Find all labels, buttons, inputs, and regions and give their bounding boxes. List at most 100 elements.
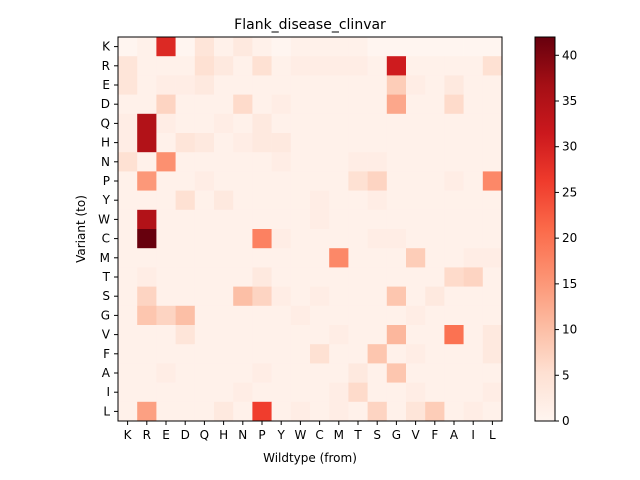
heatmap-cell <box>444 37 464 57</box>
x-tick-label: K <box>124 428 133 442</box>
heatmap-cell <box>348 171 368 191</box>
heatmap-cell <box>310 113 330 134</box>
heatmap-cell <box>214 152 234 172</box>
heatmap-cell <box>406 171 426 191</box>
colorbar-tick-label: 40 <box>562 48 577 62</box>
heatmap-cell <box>444 382 464 403</box>
heatmap-cell <box>482 56 503 76</box>
heatmap-cell <box>348 267 368 287</box>
heatmap-cell <box>118 209 138 230</box>
heatmap-cell <box>425 344 445 364</box>
heatmap-cell <box>310 363 330 383</box>
heatmap-cell <box>175 286 196 307</box>
heatmap-cell <box>329 56 349 76</box>
heatmap-cell <box>137 229 157 249</box>
heatmap-cell <box>194 133 215 153</box>
heatmap-cell <box>425 75 445 95</box>
heatmap-cell <box>194 267 215 287</box>
heatmap-cell <box>425 37 445 57</box>
heatmap-cell <box>214 94 234 115</box>
heatmap-cell <box>118 113 138 134</box>
x-tick-label: P <box>258 428 265 442</box>
heatmap-cell <box>386 75 407 95</box>
heatmap-cell <box>310 75 330 95</box>
heatmap-cell <box>482 171 503 191</box>
heatmap-cell <box>463 363 484 383</box>
heatmap-cell <box>444 248 464 268</box>
heatmap-cell <box>444 363 464 383</box>
y-tick-label: A <box>102 366 111 380</box>
heatmap-cell <box>233 94 253 115</box>
heatmap-cell <box>367 248 388 268</box>
x-tick-label: I <box>471 428 475 442</box>
heatmap-cell <box>214 75 234 95</box>
heatmap-cell <box>233 152 253 172</box>
heatmap-cell <box>271 113 292 134</box>
heatmap-cell <box>214 56 234 76</box>
colorbar-ticks: 0 5 10 15 20 25 30 35 40 <box>555 48 577 428</box>
heatmap-cell <box>406 401 426 422</box>
heatmap-cell <box>271 325 292 345</box>
heatmap-cell <box>175 325 196 345</box>
heatmap-cell <box>406 267 426 287</box>
heatmap-cell <box>482 267 503 287</box>
heatmap-cell <box>386 382 407 403</box>
heatmap-cell <box>329 305 349 326</box>
y-tick-label: M <box>100 251 110 265</box>
heatmap-cell <box>156 113 176 134</box>
heatmap-cell <box>367 325 388 345</box>
heatmap-cell <box>175 75 196 95</box>
colorbar-tick-label: 0 <box>562 414 570 428</box>
heatmap-cell <box>156 382 176 403</box>
heatmap-cell <box>118 267 138 287</box>
heatmap-cell <box>310 401 330 422</box>
y-tick-label: W <box>98 212 110 226</box>
heatmap-cell <box>406 94 426 115</box>
heatmap-cell <box>406 344 426 364</box>
heatmap-cell <box>463 56 484 76</box>
x-tick-label: M <box>334 428 344 442</box>
heatmap-cell <box>310 209 330 230</box>
heatmap-cell <box>271 382 292 403</box>
heatmap-cell <box>386 286 407 307</box>
heatmap-cell <box>348 56 368 76</box>
y-tick-label: I <box>106 385 110 399</box>
heatmap-cell <box>463 152 484 172</box>
heatmap-cell <box>233 325 253 345</box>
heatmap-cell <box>482 363 503 383</box>
heatmap-cell <box>194 171 215 191</box>
heatmap-cell <box>137 94 157 115</box>
heatmap-cell <box>386 190 407 211</box>
heatmap-cell <box>348 401 368 422</box>
heatmap-cell <box>233 382 253 403</box>
heatmap-cell <box>444 56 464 76</box>
heatmap-cell <box>425 248 445 268</box>
heatmap-cell <box>386 325 407 345</box>
heatmap-cell <box>482 229 503 249</box>
heatmap-cell <box>252 133 272 153</box>
heatmap-cell <box>386 152 407 172</box>
heatmap-cell <box>194 190 215 211</box>
heatmap-cell <box>137 401 157 422</box>
heatmap-cell <box>271 401 292 422</box>
heatmap-cell <box>137 344 157 364</box>
heatmap-cell <box>367 209 388 230</box>
heatmap-cell <box>367 267 388 287</box>
heatmap-cell <box>310 248 330 268</box>
heatmap-cell <box>233 133 253 153</box>
heatmap-cell <box>118 229 138 249</box>
heatmap-cell <box>367 152 388 172</box>
heatmap-cell <box>194 325 215 345</box>
heatmap-cell <box>271 344 292 364</box>
heatmap-cell <box>137 286 157 307</box>
heatmap-cell <box>310 229 330 249</box>
heatmap-cell <box>233 229 253 249</box>
heatmap-cell <box>271 37 292 57</box>
heatmap-cell <box>406 152 426 172</box>
heatmap-cell <box>233 113 253 134</box>
heatmap-cell <box>175 171 196 191</box>
heatmap-cell <box>175 248 196 268</box>
heatmap-cell <box>367 363 388 383</box>
heatmap-cell <box>425 401 445 422</box>
